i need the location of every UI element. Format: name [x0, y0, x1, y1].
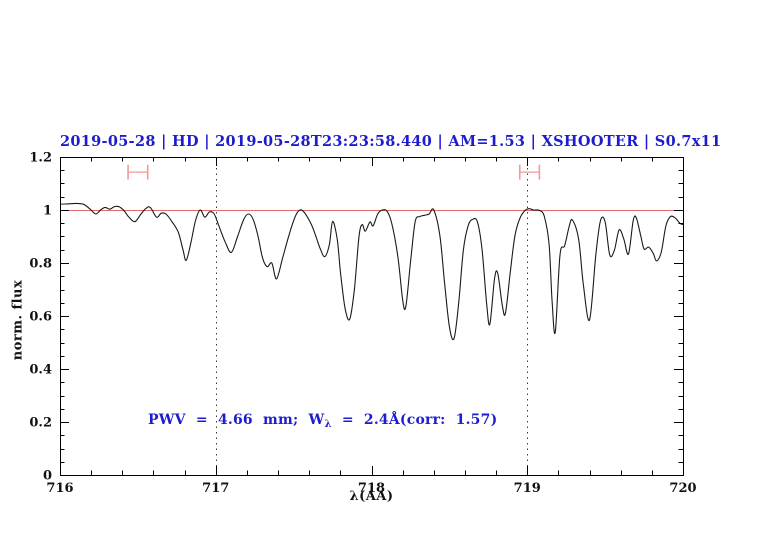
pwv-annotation-post: = 2.4Å(corr: 1.57): [331, 412, 498, 428]
spectrum-curve: [59, 202, 684, 341]
x-tick-label-716: 716: [46, 481, 73, 496]
plot-title: 2019-05-28 | HD | 2019-05-28T23:23:58.44…: [60, 133, 722, 150]
y-tick-label-0.4: 0.4: [29, 363, 52, 378]
y-tick-label-0.6: 0.6: [29, 310, 52, 325]
pwv-annotation-subscript: λ: [324, 419, 332, 430]
x-axis-label: λ(AA): [349, 489, 394, 504]
y-tick-label-0.2: 0.2: [29, 416, 52, 431]
x-tick-label-719: 719: [514, 481, 541, 496]
x-tick-label-717: 717: [202, 481, 229, 496]
x-tick-label-718: 718: [358, 481, 385, 496]
pwv-annotation: PWV = 4.66 mm; Wλ = 2.4Å(corr: 1.57): [148, 412, 497, 430]
y-tick-label-1.2: 1.2: [29, 151, 52, 166]
y-tick-label-0.8: 0.8: [29, 257, 52, 272]
y-axis-label: norm. flux: [10, 279, 26, 361]
y-tick-label-1: 1: [43, 204, 52, 219]
x-tick-label-720: 720: [669, 481, 696, 496]
pwv-annotation-pre: PWV = 4.66 mm; W: [148, 412, 325, 428]
y-tick-label-0: 0: [43, 469, 52, 484]
